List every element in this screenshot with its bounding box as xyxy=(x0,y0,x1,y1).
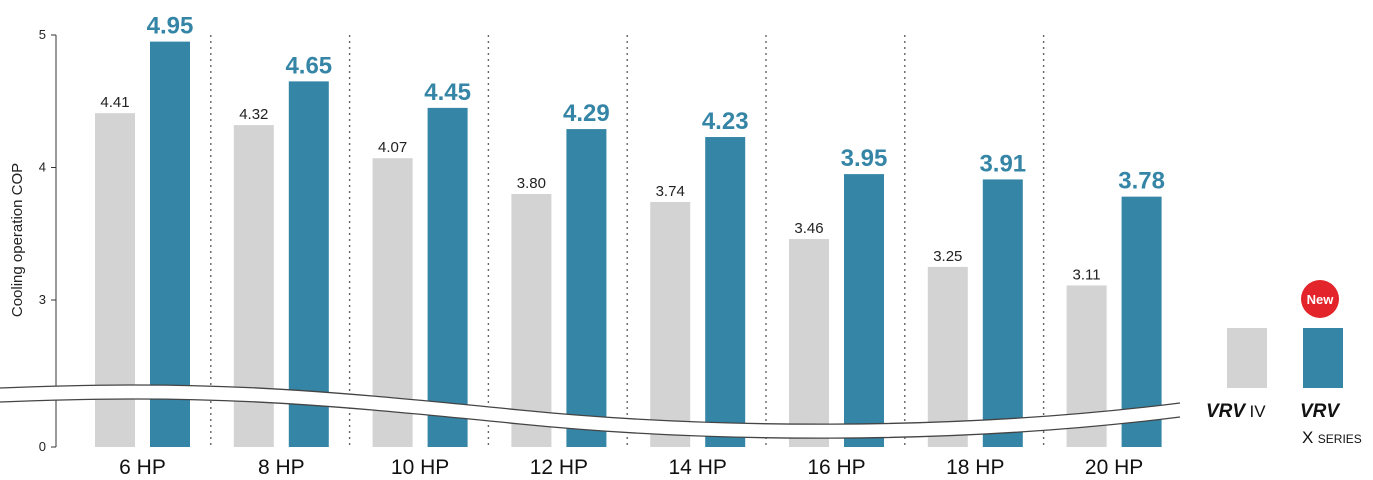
bar-vrv-iv-6 xyxy=(927,266,968,447)
legend-suffix-b-x: X xyxy=(1302,428,1314,447)
value-label-vrv-x-series-6: 3.91 xyxy=(979,150,1026,177)
legend-label-vrv-x-series: VRV xyxy=(1300,401,1339,423)
legend-brand-b: VRV xyxy=(1300,401,1340,422)
y-tick-label-4: 4 xyxy=(39,160,46,175)
legend-suffix-a: IV xyxy=(1249,402,1266,421)
category-label-6: 18 HP xyxy=(946,456,1004,479)
value-label-vrv-x-series-1: 4.65 xyxy=(285,52,332,79)
category-label-3: 12 HP xyxy=(530,456,588,479)
category-label-0: 6 HP xyxy=(119,456,166,479)
value-label-vrv-iv-1: 4.32 xyxy=(239,106,268,123)
legend-suffix-b-series: SERIES xyxy=(1317,432,1362,446)
value-label-vrv-iv-2: 4.07 xyxy=(378,139,407,156)
category-label-7: 20 HP xyxy=(1085,456,1143,479)
category-label-5: 16 HP xyxy=(807,456,865,479)
new-badge: New xyxy=(1301,280,1339,318)
legend: New VRV IV VRV X SERIES xyxy=(1200,280,1370,460)
bar-vrv-x-series-1 xyxy=(288,81,329,447)
value-label-vrv-x-series-7: 3.78 xyxy=(1118,168,1165,195)
bar-vrv-x-series-0 xyxy=(150,41,190,447)
value-label-vrv-iv-0: 4.41 xyxy=(100,94,129,111)
value-label-vrv-iv-4: 3.74 xyxy=(656,183,685,200)
legend-label-vrv-iv: VRV IV xyxy=(1206,401,1266,423)
y-tick-label-5: 5 xyxy=(39,27,46,42)
value-label-vrv-x-series-0: 4.95 xyxy=(147,13,194,40)
category-label-4: 14 HP xyxy=(669,456,727,479)
axis-break-line-bottom xyxy=(0,398,1181,439)
axis-break-line-top xyxy=(0,384,1181,425)
value-labels: 4.41 4.95 4.32 4.65 4.07 4.45 3.80 4.29 3.74 4.23… xyxy=(100,13,1165,284)
y-axis: 0 3 4 5 xyxy=(39,27,57,454)
value-label-vrv-iv-3: 3.80 xyxy=(517,175,546,192)
value-label-vrv-iv-7: 3.11 xyxy=(1073,266,1101,283)
value-label-vrv-x-series-2: 4.45 xyxy=(424,79,471,106)
value-label-vrv-x-series-5: 3.95 xyxy=(841,145,888,172)
bar-vrv-iv-5 xyxy=(789,239,829,447)
value-label-vrv-iv-5: 3.46 xyxy=(794,220,823,237)
category-label-2: 10 HP xyxy=(391,456,449,479)
category-labels: 6 HP 8 HP 10 HP 12 HP 14 HP 16 HP 18 HP 20 HP xyxy=(119,456,1143,479)
bar-vrv-x-series-7 xyxy=(1121,196,1162,447)
bar-vrv-iv-3 xyxy=(511,194,552,447)
legend-swatch-vrv-x-series xyxy=(1303,328,1343,388)
bar-vrv-x-series-3 xyxy=(566,129,607,447)
value-label-vrv-x-series-3: 4.29 xyxy=(563,100,610,127)
legend-brand-a: VRV xyxy=(1206,401,1246,422)
value-label-vrv-x-series-4: 4.23 xyxy=(702,108,749,135)
legend-swatch-vrv-iv xyxy=(1227,328,1267,388)
bar-vrv-x-series-6 xyxy=(982,179,1023,448)
legend-suffix-b: X SERIES xyxy=(1302,428,1362,448)
axis-break-fill xyxy=(0,384,1180,439)
bar-vrv-x-series-2 xyxy=(427,107,468,447)
category-label-1: 8 HP xyxy=(258,456,305,479)
value-label-vrv-iv-6: 3.25 xyxy=(933,248,962,265)
bar-vrv-x-series-5 xyxy=(844,174,884,447)
bar-vrv-x-series-4 xyxy=(705,137,746,447)
bars xyxy=(95,41,1162,448)
y-axis-label: Cooling operation COP xyxy=(9,163,26,317)
category-separators xyxy=(210,35,1045,447)
axis-break xyxy=(0,384,1181,439)
bar-vrv-iv-4 xyxy=(650,201,691,447)
y-tick-label-0: 0 xyxy=(39,439,46,454)
y-tick-label-3: 3 xyxy=(39,292,46,307)
